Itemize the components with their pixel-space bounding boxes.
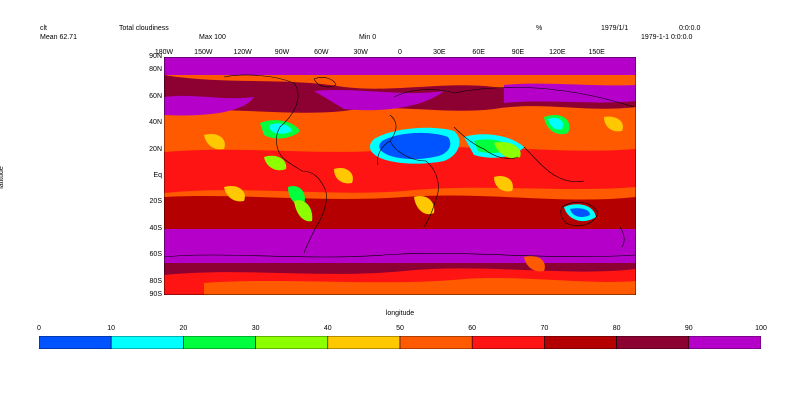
colorbar	[39, 336, 761, 349]
left-tick-label: 40S	[149, 224, 162, 232]
top-tick-label: 90W	[274, 49, 290, 56]
left-tick-label: 40N	[149, 119, 162, 127]
header-variable: clt	[40, 25, 47, 32]
top-tick-label: 90E	[511, 49, 525, 56]
top-tick-label: 60W	[314, 49, 329, 56]
top-tick-label: 0	[398, 49, 402, 56]
colorbar-tick-label: 80	[612, 325, 621, 332]
colorbar-tick-label: 40	[323, 325, 332, 332]
header-date: 1979/1/1	[601, 25, 629, 32]
top-tick-label: 120W	[233, 49, 252, 56]
colorbar-swatch	[327, 336, 401, 349]
cloudiness-map	[164, 57, 636, 295]
header-max: Max 100	[199, 34, 226, 41]
colorbar-swatch	[399, 336, 473, 349]
colorbar-swatch	[471, 336, 545, 349]
left-tick-label: 90N	[149, 53, 162, 60]
cloud-field	[164, 57, 636, 295]
y-axis-title: latitude	[0, 166, 5, 189]
left-tick-label: 60N	[149, 92, 162, 100]
colorbar-tick-label: 70	[540, 325, 549, 332]
top-tick-label: 150W	[194, 49, 213, 56]
header-time: 0:0:0.0	[679, 25, 701, 32]
left-tick-label: Eq	[153, 172, 162, 179]
header-units: %	[536, 25, 543, 32]
colorbar-tick-label: 90	[684, 325, 693, 332]
colorbar-tick-label: 100	[755, 325, 767, 332]
left-tick-label: 20N	[149, 145, 162, 153]
top-tick-label: 30E	[433, 49, 446, 56]
colorbar-tick-label: 10	[107, 325, 116, 332]
coastlines	[164, 74, 636, 258]
colorbar-tick-label: 30	[251, 325, 260, 332]
colorbar-swatch	[544, 336, 617, 349]
top-tick-label: 120E	[549, 49, 566, 56]
left-tick-label: 60S	[149, 251, 162, 259]
colorbar-tick-label: 60	[468, 325, 477, 332]
colorbar-swatch	[39, 336, 112, 349]
colorbar-tick-label: 0	[37, 325, 41, 332]
top-tick-label: 30W	[353, 49, 368, 56]
x-axis-title: longitude	[385, 310, 415, 317]
top-tick-label: 150E	[588, 49, 605, 56]
header-long-name: Total cloudiness	[119, 25, 169, 32]
left-tick-label: 20S	[149, 198, 162, 206]
colorbar-swatch	[616, 336, 690, 349]
top-tick-label: 180W	[154, 49, 174, 56]
header-mean: Mean 62.71	[40, 34, 77, 41]
header-min: Min 0	[359, 34, 377, 41]
colorbar-tick-label: 20	[179, 325, 188, 332]
left-tick-label: 90S	[149, 291, 162, 298]
colorbar-swatch	[110, 336, 184, 349]
top-tick-label: 60E	[472, 49, 485, 56]
colorbar-swatch	[255, 336, 329, 349]
left-tick-label: 80S	[149, 277, 162, 285]
header-datetime: 1979-1-1 0:0:0.0	[641, 34, 693, 41]
colorbar-tick-label: 50	[396, 325, 404, 332]
left-tick-label: 80N	[149, 66, 162, 74]
colorbar-swatch	[183, 336, 256, 349]
colorbar-swatch	[688, 336, 761, 349]
